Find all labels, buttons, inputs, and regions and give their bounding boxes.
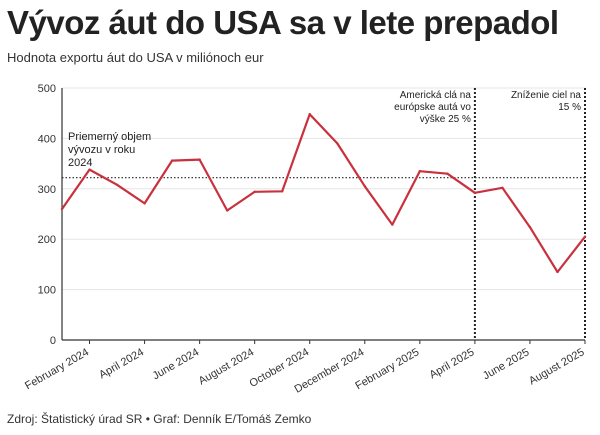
- y-tick-label: 300: [38, 184, 56, 196]
- chart-subtitle: Hodnota exportu áut do USA v miliónoch e…: [7, 50, 264, 65]
- event-label-1: Americká clá na európske autá vo výške 25 …: [394, 90, 471, 125]
- y-tick-label: 0: [50, 335, 56, 347]
- average-label: Priemerný objem vývozu v roku 2024: [68, 131, 151, 169]
- data-point: [418, 169, 422, 173]
- y-tick-label: 200: [38, 234, 56, 246]
- data-point: [170, 159, 174, 162]
- data-point: [363, 185, 366, 188]
- gridlines: [62, 87, 585, 341]
- data-point: [225, 209, 229, 212]
- data-point: [88, 168, 91, 171]
- data-point: [556, 270, 559, 274]
- chart-title: Vývoz áut do USA sa v lete prepadol: [7, 4, 559, 41]
- data-point: [583, 235, 587, 238]
- x-tick-label: August 2025: [527, 346, 587, 387]
- y-tick-label: 100: [38, 285, 56, 297]
- event-markers: Americká clá na európske autá vo výške 25 …: [394, 88, 586, 340]
- data-point: [501, 186, 504, 189]
- data-point: [528, 225, 532, 229]
- x-tick-label: June 2025: [481, 346, 532, 382]
- data-point: [336, 142, 339, 145]
- x-tick-label: April 2025: [427, 346, 476, 381]
- average-reference: Priemerný objem vývozu v roku 2024: [62, 131, 585, 179]
- series-line: [61, 113, 586, 274]
- y-tick-label: 400: [38, 133, 56, 145]
- data-point: [391, 223, 394, 226]
- series-group: [60, 113, 587, 274]
- data-point: [473, 191, 477, 195]
- x-tick-label: June 2024: [151, 346, 202, 382]
- data-point: [253, 190, 256, 194]
- data-point: [115, 183, 119, 186]
- data-point: [198, 158, 201, 161]
- y-axis: 0 100 200 300 400 500: [38, 83, 63, 347]
- x-tick-label: February 2024: [23, 346, 91, 392]
- source-note: Zdroj: Štatistický úrad SR • Graf: Denní…: [7, 412, 312, 426]
- x-tick-label: April 2024: [97, 346, 146, 381]
- data-point: [60, 207, 64, 211]
- data-point: [143, 202, 146, 205]
- event-label-2: Zníženie ciel na 15 %: [511, 90, 581, 113]
- data-point: [308, 113, 311, 116]
- x-tick-label: August 2024: [197, 346, 257, 387]
- data-point: [281, 190, 284, 193]
- y-tick-label: 500: [38, 83, 56, 95]
- data-point: [446, 172, 449, 175]
